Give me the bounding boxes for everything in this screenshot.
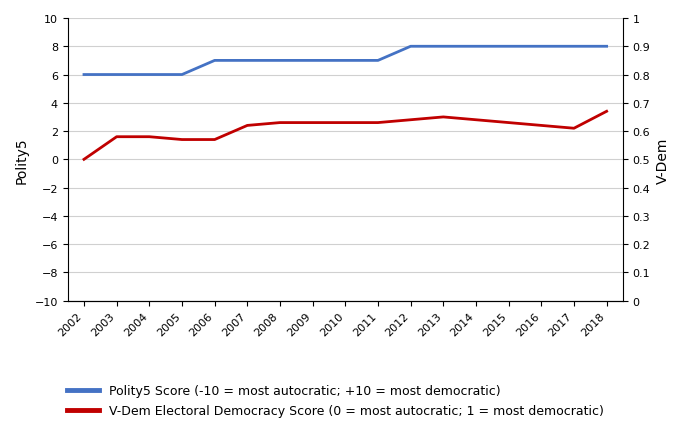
Polity5 Score (-10 = most autocratic; +10 = most democratic) (505, 45, 513, 50)
Polity5 Score (-10 = most autocratic; +10 = most democratic) (276, 58, 284, 64)
Polity5 Score (-10 = most autocratic; +10 = most democratic) (145, 73, 153, 78)
Polity5 Score (-10 = most autocratic; +10 = most democratic) (603, 45, 611, 50)
Polity5 Score (-10 = most autocratic; +10 = most democratic) (374, 58, 382, 64)
Polity5 Score (-10 = most autocratic; +10 = most democratic) (243, 58, 251, 64)
V-Dem Electoral Democracy Score (0 = most autocratic; 1 = most democratic) (439, 115, 447, 120)
Y-axis label: V-Dem: V-Dem (656, 137, 670, 183)
Polity5 Score (-10 = most autocratic; +10 = most democratic) (537, 45, 545, 50)
Polity5 Score (-10 = most autocratic; +10 = most democratic) (178, 73, 186, 78)
V-Dem Electoral Democracy Score (0 = most autocratic; 1 = most democratic) (341, 121, 349, 126)
V-Dem Electoral Democracy Score (0 = most autocratic; 1 = most democratic) (472, 118, 480, 123)
V-Dem Electoral Democracy Score (0 = most autocratic; 1 = most democratic) (308, 121, 316, 126)
V-Dem Electoral Democracy Score (0 = most autocratic; 1 = most democratic) (374, 121, 382, 126)
V-Dem Electoral Democracy Score (0 = most autocratic; 1 = most democratic) (178, 138, 186, 143)
V-Dem Electoral Democracy Score (0 = most autocratic; 1 = most democratic) (537, 123, 545, 129)
V-Dem Electoral Democracy Score (0 = most autocratic; 1 = most democratic) (243, 123, 251, 129)
Polity5 Score (-10 = most autocratic; +10 = most democratic) (341, 58, 349, 64)
V-Dem Electoral Democracy Score (0 = most autocratic; 1 = most democratic) (276, 121, 284, 126)
Polity5 Score (-10 = most autocratic; +10 = most democratic) (570, 45, 578, 50)
Line: V-Dem Electoral Democracy Score (0 = most autocratic; 1 = most democratic): V-Dem Electoral Democracy Score (0 = mos… (84, 112, 607, 160)
V-Dem Electoral Democracy Score (0 = most autocratic; 1 = most democratic) (406, 118, 414, 123)
Polity5 Score (-10 = most autocratic; +10 = most democratic) (112, 73, 121, 78)
V-Dem Electoral Democracy Score (0 = most autocratic; 1 = most democratic) (603, 109, 611, 114)
Legend: Polity5 Score (-10 = most autocratic; +10 = most democratic), V-Dem Electoral De: Polity5 Score (-10 = most autocratic; +1… (61, 378, 610, 424)
Y-axis label: Polity5: Polity5 (15, 137, 29, 183)
Polity5 Score (-10 = most autocratic; +10 = most democratic) (439, 45, 447, 50)
Polity5 Score (-10 = most autocratic; +10 = most democratic) (472, 45, 480, 50)
V-Dem Electoral Democracy Score (0 = most autocratic; 1 = most democratic) (505, 121, 513, 126)
Polity5 Score (-10 = most autocratic; +10 = most democratic) (80, 73, 88, 78)
Polity5 Score (-10 = most autocratic; +10 = most democratic) (308, 58, 316, 64)
V-Dem Electoral Democracy Score (0 = most autocratic; 1 = most democratic) (570, 126, 578, 132)
Polity5 Score (-10 = most autocratic; +10 = most democratic) (406, 45, 414, 50)
V-Dem Electoral Democracy Score (0 = most autocratic; 1 = most democratic) (210, 138, 219, 143)
V-Dem Electoral Democracy Score (0 = most autocratic; 1 = most democratic) (145, 135, 153, 140)
Polity5 Score (-10 = most autocratic; +10 = most democratic) (210, 58, 219, 64)
V-Dem Electoral Democracy Score (0 = most autocratic; 1 = most democratic) (112, 135, 121, 140)
Line: Polity5 Score (-10 = most autocratic; +10 = most democratic): Polity5 Score (-10 = most autocratic; +1… (84, 47, 607, 75)
V-Dem Electoral Democracy Score (0 = most autocratic; 1 = most democratic) (80, 157, 88, 163)
